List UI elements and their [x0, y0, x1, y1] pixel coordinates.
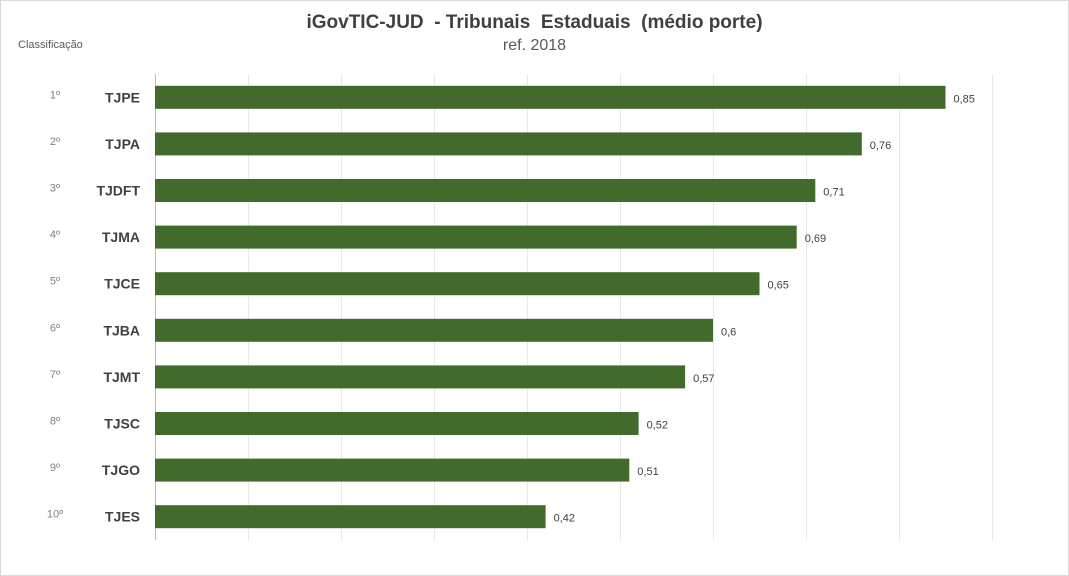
category-tick-label: TJMA: [102, 229, 140, 245]
data-label: 0,65: [768, 280, 789, 292]
data-label: 0,52: [647, 420, 668, 432]
bar: [155, 458, 630, 482]
chart-title: iGovTIC-JUD - Tribunais Estaduais (médio…: [306, 12, 763, 33]
data-label: 0,42: [554, 513, 575, 525]
rank-label: 5º: [50, 276, 60, 288]
bar: [155, 318, 713, 342]
rank-label: 10º: [47, 509, 63, 521]
chart-subtitle: ref. 2018: [502, 37, 567, 54]
rank-label: 1º: [50, 89, 60, 101]
data-label: 0,76: [870, 140, 891, 152]
bar: [155, 272, 760, 296]
rank-column-header: Classificação: [18, 39, 83, 51]
category-tick-label: TJBA: [103, 322, 140, 338]
category-tick-label: TJGO: [102, 462, 140, 478]
category-tick-label: TJDFT: [96, 183, 140, 199]
rank-label: 8º: [50, 416, 60, 428]
data-label: 0,6: [721, 326, 736, 338]
bar: [155, 179, 816, 202]
bar: [155, 365, 686, 389]
rank-label: 3º: [50, 183, 60, 195]
bar: [155, 505, 546, 529]
data-label: 0,85: [954, 93, 975, 105]
data-label: 0,57: [693, 373, 714, 385]
bar: [155, 85, 946, 109]
rank-label: 4º: [50, 229, 60, 241]
category-tick-label: TJCE: [104, 276, 140, 292]
category-tick-label: TJPE: [105, 89, 140, 105]
rank-label: 9º: [50, 462, 60, 474]
rank-label: 7º: [50, 369, 60, 381]
bar: [155, 412, 639, 435]
data-label: 0,69: [805, 233, 826, 245]
category-tick-label: TJSC: [104, 416, 140, 432]
bar: [155, 132, 862, 156]
category-tick-label: TJPA: [105, 136, 140, 152]
data-label: 0,51: [637, 466, 658, 478]
rank-label: 6º: [50, 322, 60, 334]
data-label: 0,71: [823, 187, 844, 199]
bar: [155, 225, 797, 249]
rank-label: 2º: [50, 136, 60, 148]
category-tick-label: TJES: [105, 509, 140, 525]
category-tick-label: TJMT: [103, 369, 140, 385]
